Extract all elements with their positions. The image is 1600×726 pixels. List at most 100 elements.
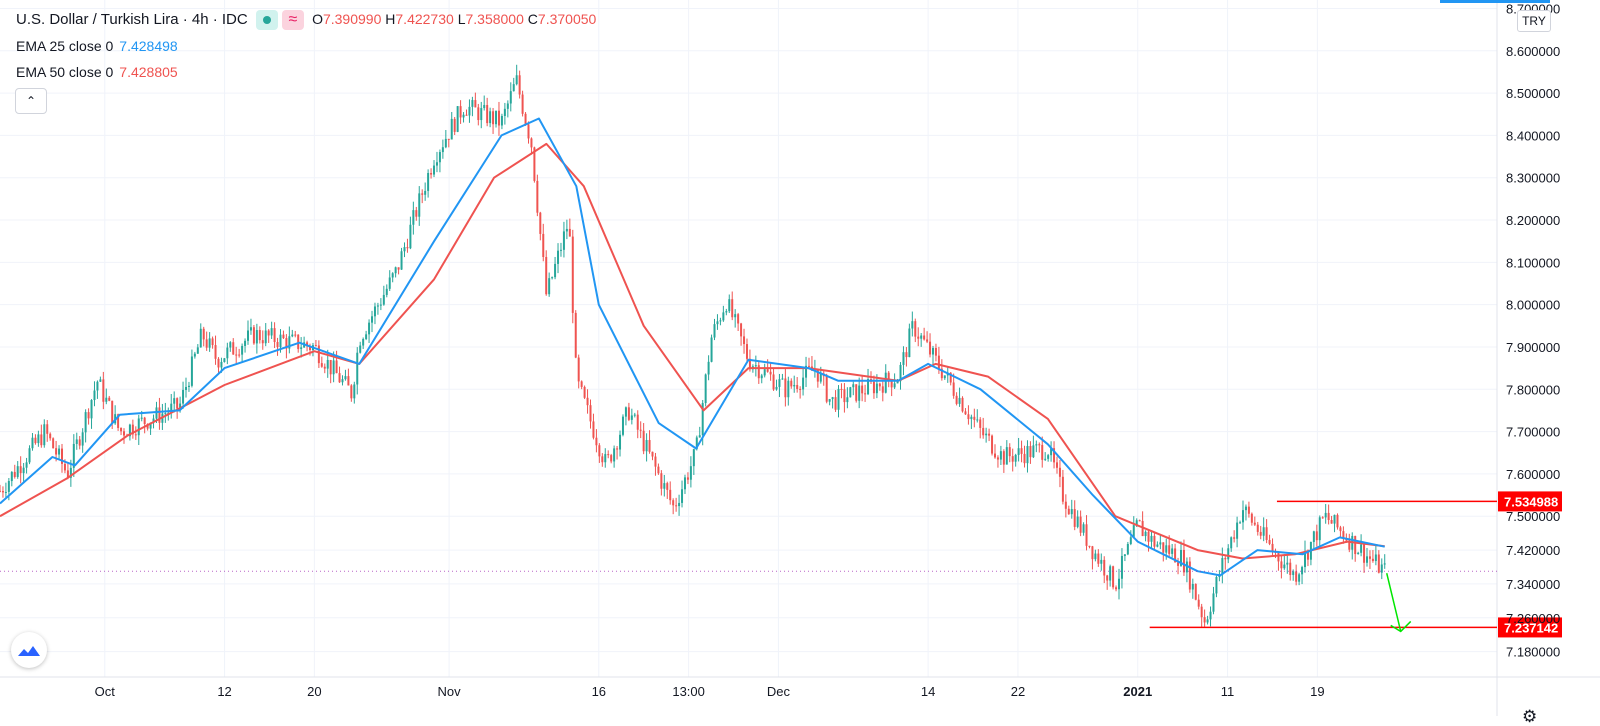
candle-body <box>639 429 642 431</box>
candle-body <box>530 138 533 148</box>
candle-body <box>208 338 211 348</box>
candle-body <box>75 439 78 444</box>
candle-body <box>1085 524 1088 546</box>
collapse-indicators-button[interactable]: ⌃ <box>15 88 47 114</box>
candle-body <box>1259 531 1262 536</box>
candle-body <box>1289 562 1292 575</box>
price-axis[interactable]: 8.7000008.6000008.5000008.4000008.300000… <box>1506 1 1560 659</box>
candle-body <box>949 372 952 383</box>
candle-body <box>350 385 353 399</box>
candle-body <box>902 352 905 365</box>
candle-body <box>495 110 498 125</box>
candle-body <box>58 448 61 455</box>
candle-body <box>1109 566 1112 581</box>
candle-body <box>1304 551 1307 568</box>
candle-body <box>450 118 453 140</box>
candle-body <box>760 375 763 379</box>
candle-body <box>554 263 557 278</box>
candle-body <box>559 249 562 251</box>
candle-body <box>1103 559 1106 576</box>
candle-body <box>1339 527 1342 532</box>
candle-body <box>1360 544 1363 553</box>
candle-body <box>633 414 636 416</box>
candle-body <box>536 180 539 213</box>
market-status-icon[interactable] <box>255 10 278 30</box>
candle-body <box>589 405 592 422</box>
candle-body <box>698 435 701 438</box>
symbol-title[interactable]: U.S. Dollar / Turkish Lira · 4h · IDC <box>16 10 248 28</box>
candle-body <box>719 320 722 322</box>
candle-body <box>807 365 810 367</box>
data-mode-icon[interactable]: ≈ <box>281 10 304 30</box>
candle-body <box>778 379 781 387</box>
candle-body <box>796 384 799 389</box>
candle-body <box>46 424 49 434</box>
candle-body <box>509 91 512 104</box>
candle-body <box>802 377 805 390</box>
candle-body <box>982 427 985 436</box>
candle-body <box>1363 544 1366 563</box>
candle-body <box>1070 509 1073 515</box>
candle-body <box>864 393 867 395</box>
price-level-tag <box>1498 491 1562 512</box>
indicator-ema25[interactable]: EMA 25 close 0 7.428498 <box>16 38 178 54</box>
candle-body <box>211 338 214 346</box>
candle-body <box>483 104 486 109</box>
candle-body <box>199 328 202 348</box>
candle-body <box>365 334 368 340</box>
settings-gear-icon[interactable]: ⚙ <box>1522 707 1538 726</box>
candle-body <box>1321 517 1324 519</box>
candle-body <box>967 414 970 420</box>
time-axis[interactable]: Oct 12 20 Nov 16 13:00 Dec 14 22 2021 11 19 <box>95 684 1325 699</box>
candle-body <box>884 372 887 393</box>
candle-body <box>624 407 627 417</box>
candle-body <box>737 314 740 324</box>
candle-body <box>1174 548 1177 563</box>
candle-body <box>427 173 430 191</box>
candle-body <box>37 434 40 444</box>
indicator-ema50[interactable]: EMA 50 close 0 7.428805 <box>16 64 178 80</box>
candle-body <box>341 379 344 383</box>
y-tick-label: 7.800000 <box>1506 382 1560 397</box>
candle-body <box>87 412 90 419</box>
candle-body <box>961 397 964 412</box>
candle-body <box>920 335 923 339</box>
y-tick-label: 7.700000 <box>1506 425 1560 440</box>
tradingview-logo-icon[interactable] <box>11 632 47 668</box>
candle-body <box>825 376 828 402</box>
currency-button[interactable]: TRY <box>1517 10 1551 32</box>
candle-body <box>908 328 911 358</box>
candle-body <box>518 75 521 95</box>
candle-body <box>1327 512 1330 521</box>
candle-body <box>1318 517 1321 541</box>
candle-body <box>1306 551 1309 560</box>
candle-body <box>1106 575 1109 581</box>
candle-body <box>52 438 55 449</box>
candle-body <box>173 398 176 404</box>
symbol-legend[interactable]: U.S. Dollar / Turkish Lira · 4h · IDC ≈ … <box>16 10 596 30</box>
candle-body <box>1168 545 1171 554</box>
candle-body <box>943 375 946 379</box>
candle-body <box>1368 556 1371 559</box>
candle-body <box>816 369 819 382</box>
arrow-shaft <box>1385 573 1402 632</box>
candle-body <box>193 353 196 357</box>
y-tick-label: 8.500000 <box>1506 86 1560 101</box>
y-tick-label: 7.600000 <box>1506 467 1560 482</box>
candle-body <box>187 385 190 387</box>
candle-body <box>828 399 831 402</box>
candle-body <box>604 454 607 463</box>
candle-body <box>353 384 356 399</box>
x-tick-label: Dec <box>767 684 791 699</box>
candle-body <box>28 448 31 463</box>
candle-body <box>1209 611 1212 620</box>
candle-body <box>285 338 288 349</box>
candle-body <box>492 111 495 125</box>
candle-body <box>1055 462 1058 468</box>
candle-body <box>214 345 217 359</box>
candle-body <box>1038 444 1041 446</box>
candle-body <box>1315 531 1318 541</box>
price-levels: 7.534988 7.237142 <box>0 491 1562 638</box>
